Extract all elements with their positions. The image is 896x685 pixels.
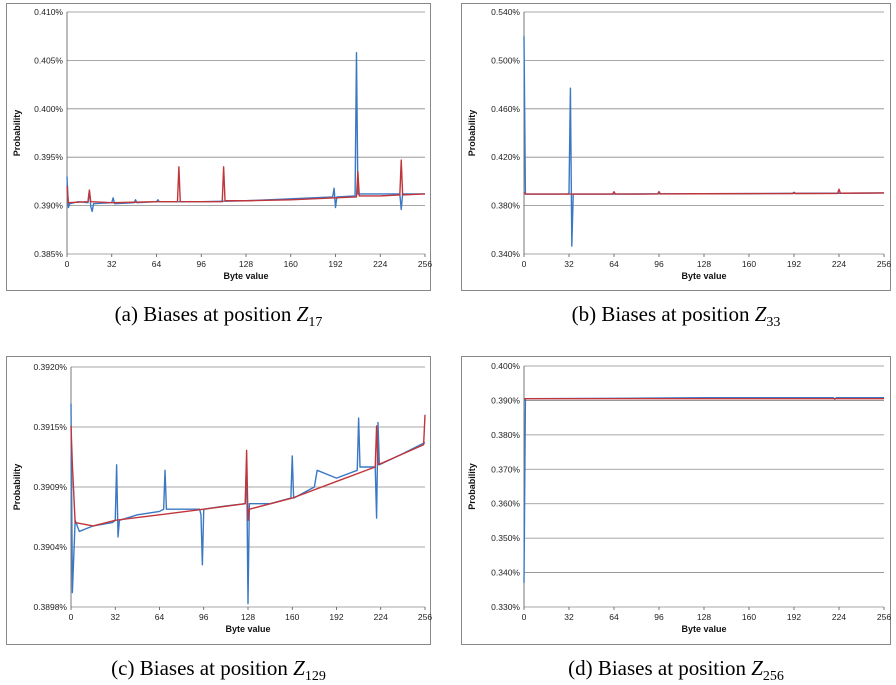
chart-d-ytick-label: 0.360% [491,499,520,509]
chart-d-ytick-label: 0.390% [491,395,520,405]
chart-a-ytick-label: 0.400% [34,104,63,114]
chart-a-expected-line [66,159,426,204]
chart-a-ytick-label: 0.405% [34,55,63,65]
chart-b-expected-line [523,188,885,195]
chart-frame-d: 0.330% 0.340% 0.350% 0.360% 0.370% 0.380% 0.39… [461,356,891,645]
chart-d-observed-line [523,396,884,583]
chart-a-xtick-label: 192 [328,259,342,269]
chart-a-xtick-label: 256 [418,259,432,269]
chart-d-ytick-label: 0.400% [491,361,520,371]
chart-c-ytick-label: 0.3915% [33,422,67,432]
chart-a-ytick-label: 0.385% [34,249,63,259]
caption-a: (a) Biases at position Z17 [6,302,431,331]
chart-d-ytick-label: 0.370% [491,464,520,474]
chart-c-ytick-label: 0.3920% [33,362,67,372]
chart-c-xtick-label: 96 [199,612,209,622]
chart-b-ytick-label: 0.500% [491,55,520,65]
chart-frame-b: 0.340% 0.380% 0.420% 0.460% 0.500% 0.540% 0 32 6… [461,3,891,291]
chart-c-xtick-label: 224 [374,612,388,622]
chart-c-xtick-label: 0 [69,612,74,622]
caption-d-var: Z [751,656,763,680]
chart-a-ytick-label: 0.410% [34,7,63,17]
chart-a-xtick-label: 96 [197,259,207,269]
chart-d-svg: 0.330% 0.340% 0.350% 0.360% 0.370% 0.380% 0.39… [467,361,891,634]
chart-a-xtick-label: 128 [239,259,253,269]
chart-b-xtick-label: 64 [609,259,619,269]
chart-d-ytick-label: 0.340% [491,568,520,578]
chart-d-xtick-label: 160 [742,612,756,622]
chart-b-xtick-label: 96 [654,259,664,269]
chart-d-xlabel: Byte value [681,624,726,634]
chart-b-ytick-label: 0.420% [491,152,520,162]
chart-c-ylabel: Probability [12,464,22,511]
chart-a-xlabel: Byte value [223,271,268,281]
chart-b-xtick-label: 192 [787,259,801,269]
chart-a-ylabel: Probability [12,110,22,157]
chart-c-xtick-label: 64 [155,612,165,622]
chart-b-xtick-label: 32 [564,259,574,269]
chart-d-ytick-label: 0.380% [491,430,520,440]
chart-d-xtick-label: 256 [877,612,891,622]
caption-c-sub: 129 [304,669,326,685]
caption-a-sub: 17 [308,315,323,331]
chart-b-xtick-label: 224 [832,259,846,269]
chart-d-xtick-label: 224 [832,612,846,622]
caption-c-text: (c) Biases at position [111,656,288,680]
chart-d-xtick-label: 32 [564,612,574,622]
chart-a-xtick-label: 0 [65,259,70,269]
chart-c-expected-line [70,414,426,527]
chart-b-ytick-label: 0.380% [491,201,520,211]
caption-d-text: (d) Biases at position [568,656,746,680]
chart-a-xtick-label: 160 [284,259,298,269]
chart-a-svg: 0.385% 0.390% 0.395% 0.400% 0.405% 0.410% 0 32 6… [12,7,432,281]
chart-b-ytick-label: 0.340% [491,249,520,259]
chart-b-ytick-label: 0.460% [491,104,520,114]
chart-c-xtick-label: 160 [285,612,299,622]
caption-a-text: (a) Biases at position [114,302,292,326]
caption-c-var: Z [293,656,305,680]
chart-c-ytick-label: 0.3909% [33,482,67,492]
caption-b-sub: 33 [766,315,781,331]
chart-b-svg: 0.340% 0.380% 0.420% 0.460% 0.500% 0.540% 0 32 6… [467,7,891,281]
chart-d-ytick-label: 0.350% [491,533,520,543]
caption-d-sub: 256 [762,669,784,685]
chart-b-xtick-label: 128 [697,259,711,269]
chart-d-ytick-label: 0.330% [491,602,520,612]
chart-a-ytick-label: 0.390% [34,201,63,211]
chart-frame-c: 0.3898% 0.3904% 0.3909% 0.3915% 0.3920% 0 32 64… [6,356,432,645]
chart-b-ytick-label: 0.540% [491,7,520,17]
chart-b-xlabel: Byte value [681,271,726,281]
chart-b-observed-line [523,36,885,247]
chart-a-ytick-label: 0.395% [34,152,63,162]
chart-c-xtick-label: 128 [241,612,255,622]
chart-c-xtick-label: 192 [329,612,343,622]
chart-d-xtick-label: 64 [609,612,619,622]
chart-a-observed-line [66,51,425,213]
chart-b-xtick-label: 0 [522,259,527,269]
chart-c-svg: 0.3898% 0.3904% 0.3909% 0.3915% 0.3920% 0 32 64… [12,362,432,634]
chart-d-xtick-label: 0 [522,612,527,622]
chart-c-ytick-label: 0.3904% [33,542,67,552]
caption-c: (c) Biases at position Z129 [6,656,431,685]
chart-a-xtick-label: 64 [152,259,162,269]
chart-c-ytick-label: 0.3898% [33,602,67,612]
chart-c-xlabel: Byte value [225,624,270,634]
chart-b-ylabel: Probability [467,110,477,157]
chart-frame-a: 0.385% 0.390% 0.395% 0.400% 0.405% 0.410% 0 32 6… [6,3,432,291]
caption-b-text: (b) Biases at position [571,302,750,326]
caption-b: (b) Biases at position Z33 [461,302,891,331]
caption-a-var: Z [296,302,309,326]
chart-d-ylabel: Probability [467,463,477,510]
caption-d: (d) Biases at position Z256 [461,656,891,685]
chart-c-xtick-label: 32 [111,612,121,622]
chart-d-xtick-label: 192 [787,612,801,622]
chart-a-xtick-label: 32 [107,259,117,269]
chart-b-xtick-label: 256 [877,259,891,269]
chart-b-xtick-label: 160 [742,259,756,269]
chart-a-xtick-label: 224 [373,259,387,269]
caption-b-var: Z [754,302,767,326]
chart-c-xtick-label: 256 [418,612,432,622]
chart-d-xtick-label: 96 [654,612,664,622]
chart-d-xtick-label: 128 [697,612,711,622]
